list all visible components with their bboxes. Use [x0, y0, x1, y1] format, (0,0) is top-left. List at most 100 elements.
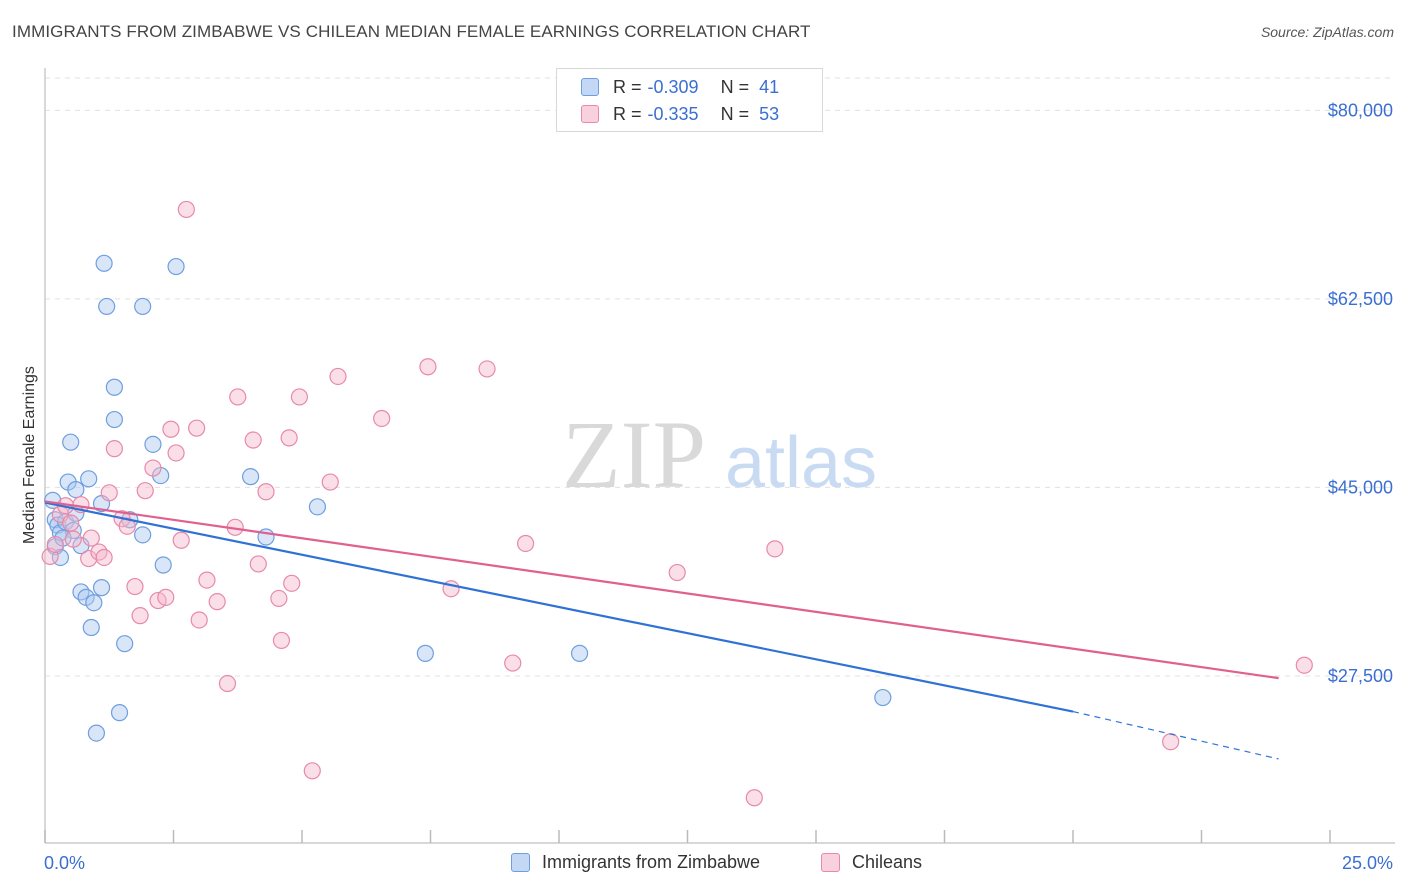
legend-r-label: R =: [613, 103, 642, 124]
data-point-chileans: [373, 409, 391, 428]
data-point-zimbabwe: [105, 378, 123, 396]
data-point-chileans: [190, 611, 208, 629]
data-point-zimbabwe: [80, 470, 98, 488]
data-point-chileans: [321, 473, 339, 491]
grid-lines: [45, 77, 1395, 677]
trend-line-chileans: [44, 500, 1279, 680]
data-point-chileans: [188, 419, 206, 437]
data-point-chileans: [478, 360, 496, 378]
x-tick-labels: 0.0% 25.0%: [44, 853, 1393, 873]
data-point-chileans: [303, 762, 321, 780]
data-point-zimbabwe: [570, 644, 589, 662]
data-point-chileans: [229, 388, 247, 406]
axes: [44, 68, 1395, 844]
data-point-zimbabwe: [98, 297, 116, 316]
legend-row-zimbabwe: R = -0.309 N = 41: [581, 75, 779, 99]
data-point-zimbabwe: [116, 635, 134, 653]
data-point-zimbabwe: [105, 410, 123, 429]
data-point-chileans: [131, 607, 149, 625]
data-point-chileans: [516, 534, 535, 553]
watermark: ZIP atlas: [562, 401, 877, 508]
trend-lines: [44, 500, 1279, 760]
data-point-chileans: [198, 571, 216, 589]
bottom-legend-swatch-zimbabwe: [511, 853, 530, 872]
data-point-zimbabwe: [67, 480, 85, 499]
watermark-zip: ZIP: [562, 401, 706, 508]
data-point-chileans: [82, 529, 100, 547]
data-point-chileans: [208, 593, 226, 611]
data-point-chileans: [668, 563, 686, 582]
legend-r-value: -0.309: [647, 76, 699, 97]
data-point-chileans: [105, 440, 123, 458]
series-zimbabwe-points: [44, 254, 892, 742]
y-tick-label: $62,500: [1328, 289, 1393, 309]
data-point-chileans: [167, 444, 185, 462]
trend-line-zimbabwe-extension: [1072, 710, 1279, 760]
data-point-chileans: [46, 535, 64, 554]
source-label: Source: ZipAtlas.com: [1260, 24, 1394, 40]
data-point-zimbabwe: [308, 498, 327, 516]
data-point-chileans: [766, 540, 784, 558]
data-point-zimbabwe: [416, 644, 434, 662]
x-tick-label-min: 0.0%: [44, 853, 85, 873]
data-point-chileans: [257, 483, 275, 501]
data-point-chileans: [272, 631, 291, 650]
data-point-chileans: [157, 588, 175, 606]
data-point-zimbabwe: [82, 618, 100, 637]
data-point-chileans: [1295, 656, 1313, 674]
data-point-zimbabwe: [144, 435, 162, 453]
data-point-zimbabwe: [154, 556, 172, 574]
legend-swatch-chileans: [581, 105, 599, 123]
legend-n-value: 53: [759, 103, 780, 124]
y-tick-labels: $27,500 $45,000 $62,500 $80,000: [1328, 100, 1393, 686]
legend-n-value: 41: [759, 76, 780, 97]
y-tick-label: $27,500: [1328, 666, 1393, 686]
data-point-zimbabwe: [87, 724, 106, 742]
data-point-chileans: [270, 589, 288, 608]
legend-r-value: -0.335: [647, 103, 699, 124]
data-point-zimbabwe: [134, 526, 152, 544]
data-point-chileans: [177, 200, 195, 219]
bottom-legend-label-chileans: Chileans: [852, 852, 923, 872]
y-tick-label: $45,000: [1328, 477, 1393, 497]
data-point-chileans: [504, 654, 522, 672]
data-point-chileans: [249, 555, 267, 573]
data-point-zimbabwe: [242, 468, 260, 486]
data-point-zimbabwe: [85, 594, 103, 612]
bottom-legend-chileans: Chileans: [821, 852, 922, 873]
bottom-legend-swatch-chileans: [821, 853, 840, 872]
data-point-chileans: [64, 530, 82, 548]
bottom-legend-zimbabwe: Immigrants from Zimbabwe: [511, 852, 760, 873]
legend-row-chileans: R = -0.335 N = 53: [581, 102, 779, 126]
bottom-legend-label-zimbabwe: Immigrants from Zimbabwe: [542, 852, 761, 872]
data-point-chileans: [1162, 733, 1180, 751]
data-point-chileans: [745, 789, 763, 807]
data-point-chileans: [144, 459, 162, 477]
data-point-chileans: [162, 420, 180, 438]
legend-n-label: N =: [720, 76, 750, 97]
data-point-zimbabwe: [95, 254, 113, 272]
data-point-chileans: [218, 674, 237, 693]
data-point-zimbabwe: [110, 704, 129, 722]
data-point-chileans: [290, 388, 309, 406]
data-point-zimbabwe: [874, 688, 892, 707]
watermark-atlas: atlas: [725, 423, 877, 503]
series-chileans-points: [41, 200, 1313, 807]
data-point-chileans: [283, 574, 301, 592]
data-point-zimbabwe: [92, 579, 111, 597]
legend-r-label: R =: [613, 76, 642, 97]
data-point-chileans: [126, 577, 144, 596]
data-point-chileans: [100, 484, 118, 502]
legend-n-label: N =: [720, 103, 750, 124]
legend-swatch-zimbabwe: [581, 78, 599, 96]
data-point-zimbabwe: [62, 433, 80, 451]
correlation-legend: R = -0.309 N = 41 R = -0.335 N = 53: [556, 68, 823, 132]
data-point-chileans: [136, 482, 154, 500]
data-point-chileans: [244, 431, 262, 449]
data-point-chileans: [62, 514, 80, 532]
data-point-chileans: [280, 429, 298, 447]
chart-title: IMMIGRANTS FROM ZIMBABWE VS CHILEAN MEDI…: [12, 22, 811, 41]
data-point-chileans: [329, 367, 347, 386]
trend-line-zimbabwe: [44, 501, 1074, 713]
